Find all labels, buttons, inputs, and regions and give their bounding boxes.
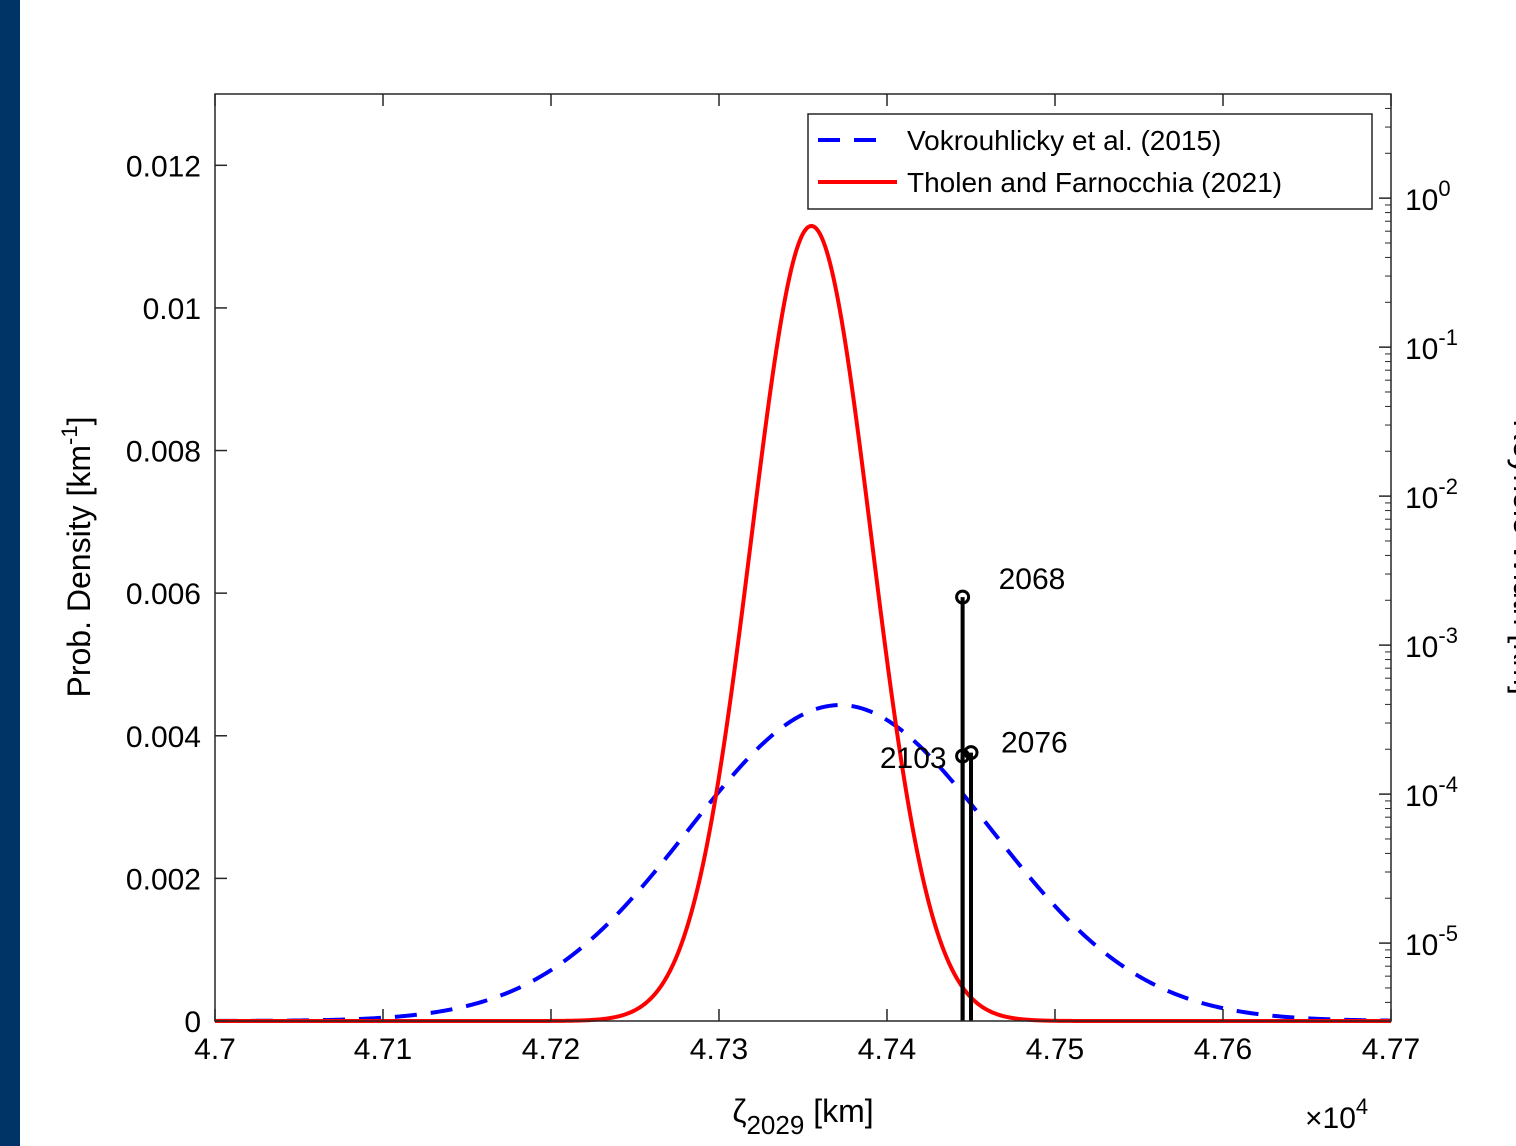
keyhole-label-2068: 2068 [999, 563, 1066, 596]
y-right-tick-label-1: 10-1 [1405, 325, 1458, 366]
x-tick-label-0: 4.7 [194, 1033, 236, 1066]
x-tick-label-1: 4.71 [354, 1033, 412, 1066]
x-axis-label: ζ2029 [km] [732, 1093, 873, 1140]
y-right-tick-exp-4: -4 [1438, 772, 1458, 797]
y-left-tick-label-3: 0.006 [126, 578, 201, 611]
y-axis-left-label-exp: -1 [57, 425, 82, 445]
y-right-tick-base-5: 10 [1405, 929, 1438, 962]
plot-box [214, 93, 1392, 1022]
y-right-tick-label-5: 10-5 [1405, 921, 1458, 962]
y-right-tick-exp-2: -2 [1438, 474, 1458, 499]
y-right-tick-label-3: 10-3 [1405, 623, 1458, 664]
y-left-tick-label-6: 0.012 [126, 150, 201, 183]
x-tick-label-4: 4.74 [858, 1033, 916, 1066]
y-left-tick-label-1: 0.002 [126, 863, 201, 896]
x-axis-label-subscript: 2029 [746, 1110, 804, 1140]
y-axis-right-label: Keyhole Width [km] [1507, 419, 1516, 695]
y-right-tick-exp-1: -1 [1438, 325, 1458, 350]
y-axis-left-label-main: Prob. Density [km [61, 445, 97, 698]
legend: Vokrouhlicky et al. (2015) Tholen and Fa… [807, 113, 1373, 210]
x-axis-label-unit: [km] [804, 1093, 873, 1129]
y-axis-left-label-close: ] [61, 417, 97, 426]
y-right-tick-label-2: 10-2 [1405, 474, 1458, 515]
y-left-tick-label-0: 0 [184, 1006, 201, 1039]
plot-area [215, 94, 1391, 1021]
keyhole-marker-2076 [963, 745, 979, 761]
y-right-tick-exp-3: -3 [1438, 623, 1458, 648]
keyhole-layer: 2068 2103 2076 [880, 563, 1068, 1021]
y-left-tick-label-5: 0.01 [143, 293, 201, 326]
y-right-tick-label-0: 100 [1405, 176, 1451, 217]
chart: 2068 2103 2076 4.7 4.71 4.72 4.73 4.74 4.75 4.76… [57, 93, 1516, 1140]
x-tick-label-3: 4.73 [690, 1033, 748, 1066]
y-left-tick-label-2: 0.004 [126, 721, 201, 754]
y-right-tick-base-1: 10 [1405, 333, 1438, 366]
y-right-tick-label-4: 10-4 [1405, 772, 1458, 813]
y-right-tick-exp-5: -5 [1438, 921, 1458, 946]
y-axis-left: 0 0.002 0.004 0.006 0.008 0.01 0.012 [126, 150, 227, 1039]
legend-label-vokrouhlicky: Vokrouhlicky et al. (2015) [907, 125, 1221, 156]
x-axis: 4.7 4.71 4.72 4.73 4.74 4.75 4.76 4.77 [194, 94, 1420, 1066]
y-right-tick-base-2: 10 [1405, 482, 1438, 515]
x-axis-label-symbol: ζ [732, 1093, 746, 1129]
keyhole-marker-2068 [955, 589, 971, 605]
x-tick-label-7: 4.77 [1362, 1033, 1420, 1066]
x-tick-label-6: 4.76 [1194, 1033, 1252, 1066]
y-right-tick-base-4: 10 [1405, 780, 1438, 813]
keyhole-marker-2103 [955, 748, 971, 764]
keyhole-label-2076: 2076 [1001, 727, 1068, 760]
x-tick-label-2: 4.72 [522, 1033, 580, 1066]
legend-box [807, 113, 1373, 210]
x-multiplier: ×104 [1305, 1094, 1368, 1135]
x-tick-label-5: 4.75 [1026, 1033, 1084, 1066]
y-right-tick-base-0: 10 [1405, 184, 1438, 217]
x-multiplier-exp: 4 [1356, 1094, 1368, 1119]
keyhole-label-2103: 2103 [880, 742, 947, 775]
x-multiplier-prefix: ×10 [1305, 1102, 1356, 1135]
legend-label-tholen: Tholen and Farnocchia (2021) [907, 167, 1282, 198]
y-left-tick-label-4: 0.008 [126, 436, 201, 469]
series-line-0 [215, 703, 1392, 1023]
y-right-tick-base-3: 10 [1405, 631, 1438, 664]
figure-frame: 2068 2103 2076 4.7 4.71 4.72 4.73 4.74 4.75 4.76… [20, 0, 1516, 1146]
y-axis-left-label: Prob. Density [km-1] [57, 417, 97, 698]
y-right-tick-exp-0: 0 [1438, 176, 1450, 201]
